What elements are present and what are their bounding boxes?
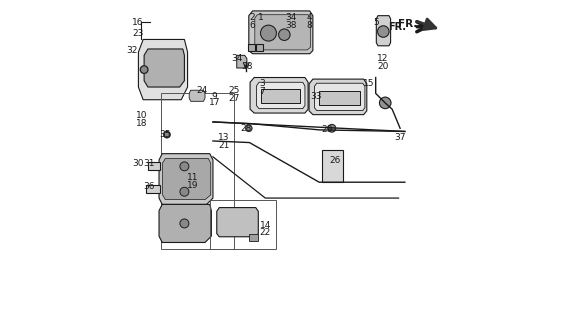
Polygon shape (250, 234, 258, 241)
Circle shape (260, 25, 277, 41)
Text: 9: 9 (212, 92, 217, 101)
Circle shape (246, 125, 252, 132)
Text: 11: 11 (186, 173, 198, 182)
Text: 4: 4 (307, 13, 313, 22)
Bar (256, 44, 263, 51)
Text: 19: 19 (186, 181, 198, 190)
Text: 6: 6 (249, 21, 255, 30)
Circle shape (279, 29, 290, 40)
Polygon shape (139, 39, 187, 100)
Text: 26: 26 (329, 156, 341, 164)
Text: 34: 34 (231, 54, 243, 63)
Text: 10: 10 (136, 111, 147, 120)
Circle shape (180, 187, 189, 196)
Text: 32: 32 (126, 46, 138, 55)
Circle shape (164, 132, 170, 138)
Circle shape (180, 162, 189, 171)
Polygon shape (189, 90, 205, 101)
Text: 8: 8 (307, 21, 313, 30)
Bar (319, 91, 360, 105)
Text: 17: 17 (209, 99, 220, 108)
Text: 37: 37 (394, 133, 406, 142)
Polygon shape (144, 49, 185, 87)
Text: 27: 27 (228, 94, 239, 103)
Text: 21: 21 (218, 141, 230, 150)
Text: 38: 38 (285, 21, 297, 30)
Polygon shape (376, 16, 390, 46)
Text: 38: 38 (241, 62, 252, 71)
Text: 28: 28 (240, 124, 252, 133)
Polygon shape (309, 79, 367, 115)
Text: 16: 16 (132, 18, 144, 27)
Polygon shape (250, 77, 308, 113)
Text: 22: 22 (260, 228, 271, 237)
Text: 33: 33 (310, 92, 322, 101)
Text: 13: 13 (218, 133, 230, 142)
Text: 24: 24 (196, 86, 208, 95)
Bar (160, 93, 233, 249)
Polygon shape (255, 15, 310, 50)
Polygon shape (163, 158, 210, 200)
Text: FR.: FR. (398, 19, 417, 28)
Text: 1: 1 (258, 13, 263, 22)
Polygon shape (146, 185, 160, 193)
Text: 5: 5 (373, 18, 379, 27)
Circle shape (380, 97, 391, 108)
Circle shape (328, 124, 336, 132)
Polygon shape (256, 82, 305, 108)
Text: 18: 18 (136, 119, 147, 128)
Polygon shape (237, 55, 247, 68)
Polygon shape (249, 11, 313, 54)
Text: 30: 30 (132, 159, 144, 168)
Polygon shape (159, 154, 213, 204)
Polygon shape (148, 162, 160, 170)
Text: 36: 36 (143, 182, 154, 191)
Circle shape (378, 26, 389, 37)
Bar (210, 200, 277, 249)
Bar (262, 89, 300, 103)
Text: 12: 12 (377, 54, 388, 63)
Text: FR.: FR. (389, 22, 407, 32)
Text: 35: 35 (160, 130, 171, 139)
Circle shape (180, 219, 189, 228)
Bar (323, 150, 343, 182)
Text: 14: 14 (259, 220, 271, 229)
Text: 15: 15 (363, 79, 374, 88)
Polygon shape (217, 208, 258, 237)
Text: 29: 29 (321, 125, 333, 134)
Circle shape (140, 66, 148, 73)
Bar (248, 44, 255, 51)
Text: 23: 23 (132, 28, 143, 38)
Text: 31: 31 (143, 159, 154, 168)
Text: 3: 3 (259, 79, 265, 88)
Polygon shape (159, 204, 212, 243)
Text: 25: 25 (228, 86, 239, 95)
Polygon shape (315, 83, 365, 110)
Text: 2: 2 (249, 13, 255, 22)
Text: 20: 20 (377, 62, 388, 71)
Text: 34: 34 (285, 13, 296, 22)
Text: 7: 7 (259, 87, 265, 96)
